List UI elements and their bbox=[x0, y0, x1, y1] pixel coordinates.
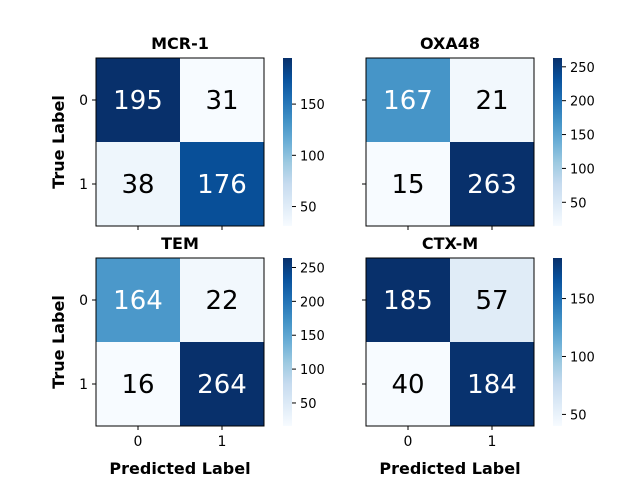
y-tick-label: 0 bbox=[79, 93, 88, 109]
cell-value-label: 22 bbox=[205, 286, 238, 316]
colorbar-tick-label: 50 bbox=[570, 196, 587, 211]
colorbar-tick-label: 50 bbox=[570, 408, 587, 423]
cell-value-label: 184 bbox=[467, 370, 517, 400]
colorbar-tick-label: 50 bbox=[300, 397, 317, 412]
colorbar-tick-label: 100 bbox=[300, 149, 325, 164]
colorbar bbox=[283, 58, 292, 226]
x-tick-label: 1 bbox=[218, 434, 227, 450]
cell-value-label: 167 bbox=[383, 86, 433, 116]
y-tick-label: 0 bbox=[79, 293, 88, 309]
x-axis-label: Predicted Label bbox=[379, 459, 520, 478]
colorbar-tick-label: 200 bbox=[570, 95, 595, 110]
heatmap-cell bbox=[96, 342, 180, 426]
panel-title: OXA48 bbox=[420, 34, 480, 53]
cell-value-label: 263 bbox=[467, 170, 517, 200]
cell-value-label: 176 bbox=[197, 170, 247, 200]
cell-value-label: 21 bbox=[475, 86, 508, 116]
x-tick-label: 1 bbox=[488, 434, 497, 450]
x-axis-label: Predicted Label bbox=[109, 459, 250, 478]
cell-value-label: 38 bbox=[121, 170, 154, 200]
cell-value-label: 164 bbox=[113, 286, 163, 316]
confusion-matrix-1: 195 31 38 176 MCR-1 0 1 True Label 50 100 150 bbox=[49, 34, 325, 230]
heatmap-cell bbox=[96, 258, 180, 342]
heatmap-cell bbox=[96, 58, 180, 142]
heatmap-cell bbox=[450, 342, 534, 426]
colorbar-tick-label: 100 bbox=[570, 350, 595, 365]
heatmap-cell bbox=[366, 58, 450, 142]
cell-value-label: 264 bbox=[197, 370, 247, 400]
x-tick-label: 0 bbox=[134, 434, 143, 450]
cell-value-label: 31 bbox=[205, 86, 238, 116]
cell-value-label: 16 bbox=[121, 370, 154, 400]
panel-title: TEM bbox=[161, 234, 199, 253]
x-tick-label: 0 bbox=[404, 434, 413, 450]
heatmap-cell bbox=[180, 142, 264, 226]
colorbar bbox=[553, 258, 562, 426]
heatmap-cell bbox=[450, 258, 534, 342]
heatmap-cell bbox=[366, 258, 450, 342]
panel-title: MCR-1 bbox=[151, 34, 209, 53]
confusion-matrix-2: 167 21 15 263 OXA48 50 100 150 200 250 bbox=[362, 34, 595, 230]
confusion-matrix-4: 185 57 40 184 CTX-M 0 1 Predicted Label 50 100 150 bbox=[362, 234, 595, 478]
colorbar-tick-label: 50 bbox=[300, 201, 317, 216]
heatmap-cell bbox=[450, 58, 534, 142]
cell-value-label: 195 bbox=[113, 86, 163, 116]
colorbar bbox=[283, 258, 292, 426]
heatmap-cell bbox=[450, 142, 534, 226]
axes-frame bbox=[365, 257, 535, 427]
cell-value-label: 57 bbox=[475, 286, 508, 316]
heatmap-cell bbox=[180, 58, 264, 142]
heatmap-cell bbox=[180, 258, 264, 342]
colorbar-tick-label: 150 bbox=[570, 129, 595, 144]
y-axis-label: True Label bbox=[49, 295, 68, 389]
y-tick-label: 1 bbox=[79, 377, 88, 393]
colorbar-tick-label: 250 bbox=[570, 61, 595, 76]
colorbar-tick-label: 200 bbox=[300, 295, 325, 310]
heatmap-cell bbox=[96, 142, 180, 226]
y-tick-label: 1 bbox=[79, 177, 88, 193]
colorbar-tick-label: 100 bbox=[570, 162, 595, 177]
colorbar-tick-label: 250 bbox=[300, 261, 325, 276]
confusion-matrix-3: 164 22 16 264 TEM 0 1 0 1 Predicted Label True Lab… bbox=[49, 234, 325, 478]
axes-frame bbox=[95, 257, 265, 427]
colorbar-tick-label: 100 bbox=[300, 363, 325, 378]
heatmap-cell bbox=[366, 342, 450, 426]
cell-value-label: 40 bbox=[391, 370, 424, 400]
colorbar-tick-label: 150 bbox=[570, 293, 595, 308]
axes-frame bbox=[95, 57, 265, 227]
colorbar bbox=[553, 58, 562, 226]
cell-value-label: 15 bbox=[391, 170, 424, 200]
heatmap-cell bbox=[366, 142, 450, 226]
panel-title: CTX-M bbox=[422, 234, 478, 253]
colorbar-tick-label: 150 bbox=[300, 98, 325, 113]
y-axis-label: True Label bbox=[49, 95, 68, 189]
cell-value-label: 185 bbox=[383, 286, 433, 316]
axes-frame bbox=[365, 57, 535, 227]
heatmap-cell bbox=[180, 342, 264, 426]
colorbar-tick-label: 150 bbox=[300, 329, 325, 344]
